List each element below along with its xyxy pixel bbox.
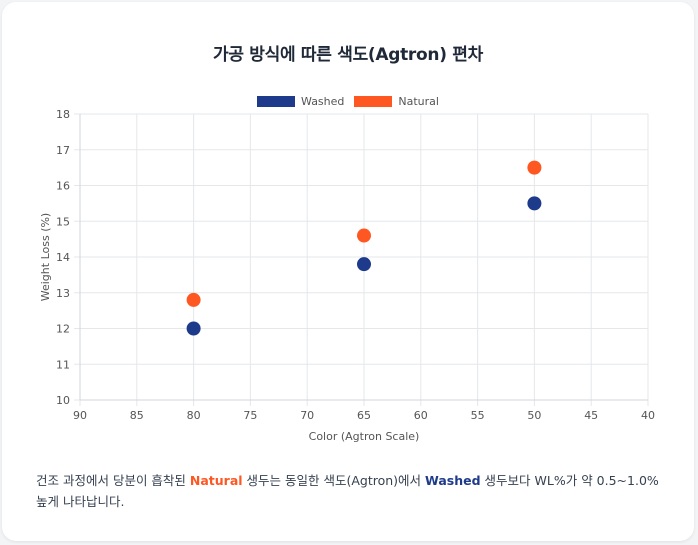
y-tick-label: 16	[56, 180, 70, 193]
y-axis-title: Weight Loss (%)	[39, 213, 52, 301]
y-tick-label: 17	[56, 144, 70, 157]
legend-swatch-natural	[354, 96, 393, 107]
y-tick-label: 11	[56, 358, 70, 371]
legend-item-washed[interactable]: Washed	[257, 95, 344, 108]
legend-label-washed: Washed	[301, 95, 345, 108]
caption-text-pre: 건조 과정에서 당분이 흡착된	[36, 473, 190, 488]
y-tick-label: 12	[56, 323, 70, 336]
data-point-natural	[357, 228, 371, 243]
x-tick-label: 60	[414, 409, 428, 422]
x-tick-label: 65	[357, 409, 371, 422]
x-tick-label: 75	[243, 409, 257, 422]
y-tick-label: 14	[56, 251, 70, 264]
caption-text-post: 생두보다 WL%가 약 0.5~1.0% 높게 나타납니다.	[36, 473, 659, 509]
data-point-washed	[527, 196, 542, 211]
x-tick-label: 45	[584, 409, 598, 422]
chart-caption: 건조 과정에서 당분이 흡착된 Natural 생두는 동일한 색도(Agtro…	[36, 470, 666, 512]
y-tick-label: 15	[56, 215, 70, 228]
chart-legend: Washed Natural	[2, 95, 694, 108]
y-tick-label: 13	[56, 287, 70, 300]
x-tick-label: 70	[300, 409, 314, 422]
x-tick-label: 85	[130, 409, 144, 422]
legend-item-natural[interactable]: Natural	[354, 95, 439, 108]
data-point-natural	[527, 160, 542, 175]
caption-washed-highlight: Washed	[425, 473, 481, 488]
legend-swatch-washed	[257, 96, 296, 107]
data-point-natural	[186, 292, 201, 307]
caption-natural-highlight: Natural	[189, 473, 243, 488]
x-tick-label: 90	[73, 409, 87, 422]
data-point-washed	[186, 321, 201, 336]
chart-title: 가공 방식에 따른 색도(Agtron) 편차	[213, 45, 483, 65]
caption-text-mid: 생두는 동일한 색도(Agtron)에서	[242, 473, 426, 488]
x-axis-title: Color (Agtron Scale)	[309, 430, 420, 443]
y-tick-label: 10	[56, 394, 70, 407]
x-tick-label: 50	[527, 409, 541, 422]
y-tick-label: 18	[56, 108, 70, 121]
data-point-washed	[357, 257, 371, 272]
x-tick-label: 40	[641, 409, 655, 422]
x-tick-label: 80	[187, 409, 201, 422]
x-tick-label: 55	[471, 409, 485, 422]
legend-label-natural: Natural	[398, 95, 439, 108]
